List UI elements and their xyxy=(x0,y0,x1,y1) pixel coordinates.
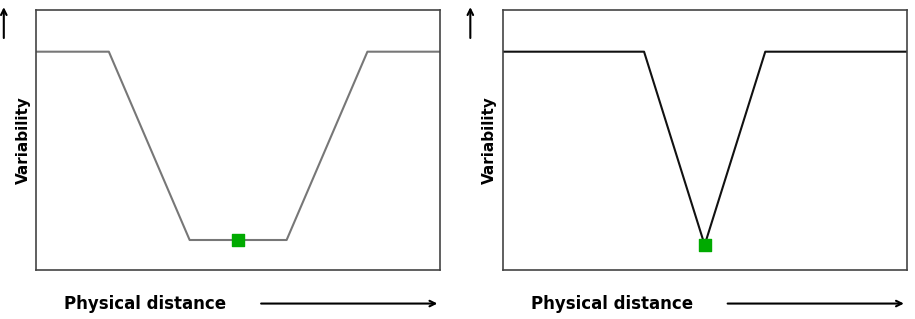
Y-axis label: Variability: Variability xyxy=(16,96,30,184)
Point xyxy=(697,242,712,248)
Point xyxy=(231,237,245,242)
Y-axis label: Variability: Variability xyxy=(482,96,497,184)
Text: Physical distance: Physical distance xyxy=(531,294,693,313)
Text: Physical distance: Physical distance xyxy=(64,294,226,313)
